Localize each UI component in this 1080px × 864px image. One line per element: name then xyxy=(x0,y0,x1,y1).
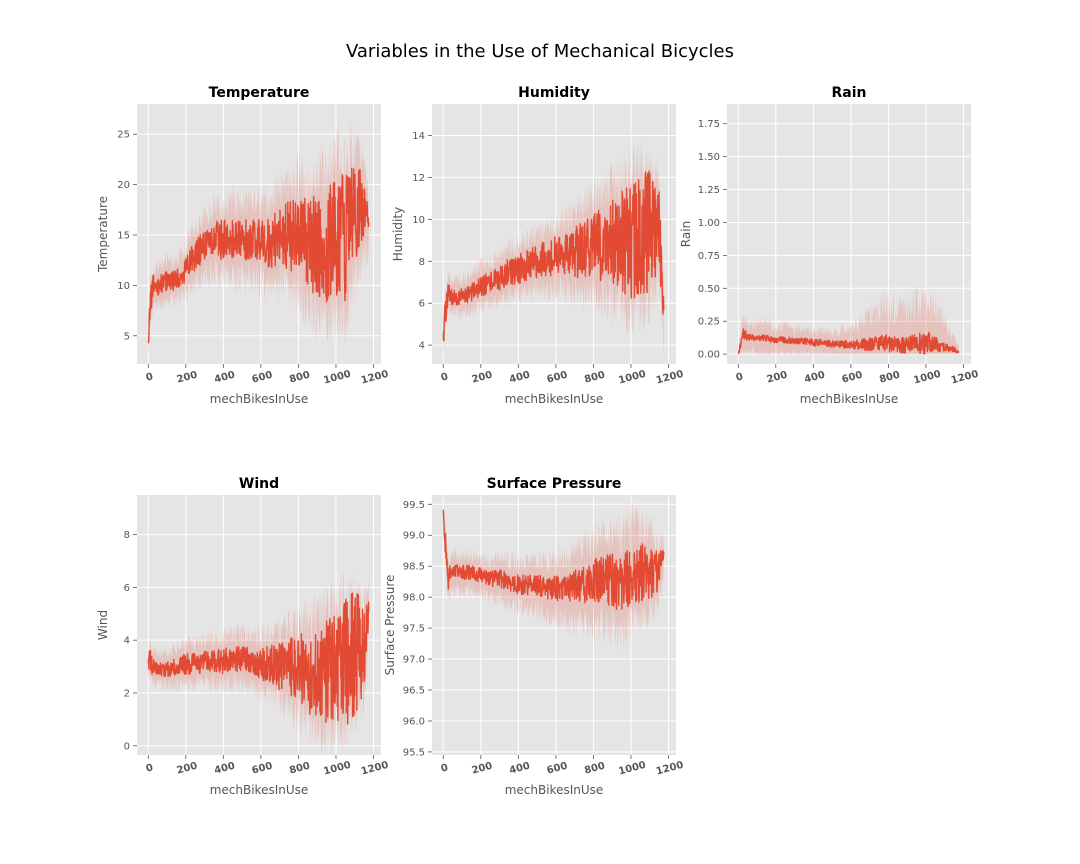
plot-area xyxy=(432,495,676,755)
subplot-title: Temperature xyxy=(209,85,310,101)
y-axis-label: Temperature xyxy=(96,196,110,273)
y-tick-label: 1.00 xyxy=(698,218,720,229)
subplot-title: Rain xyxy=(832,85,867,101)
y-axis-label: Wind xyxy=(96,610,110,640)
x-tick-label: 400 xyxy=(213,761,236,777)
x-tick-label: 400 xyxy=(213,370,236,386)
x-tick-label: 600 xyxy=(546,370,569,386)
x-tick-label: 200 xyxy=(471,370,494,386)
subplot-title: Wind xyxy=(239,476,279,492)
x-axis-label: mechBikesInUse xyxy=(800,392,899,406)
y-tick-label: 1.75 xyxy=(698,119,720,130)
series-line xyxy=(147,592,370,725)
y-tick-label: 4 xyxy=(124,636,130,647)
y-tick-label: 15 xyxy=(117,231,130,242)
x-tick-label: 800 xyxy=(288,370,311,386)
y-tick-label: 2 xyxy=(124,688,130,699)
y-tick-label: 98.5 xyxy=(403,562,425,573)
y-tick-label: 6 xyxy=(419,299,425,310)
y-tick-label: 0.00 xyxy=(698,350,720,361)
x-tick-label: 1200 xyxy=(360,760,390,778)
y-tick-label: 99.5 xyxy=(403,500,425,511)
subplot-temperature: 0 200 400 600 800 1000 1200 5 10 15 20 25 Temperatur… xyxy=(96,85,390,406)
confidence-band xyxy=(443,133,664,359)
x-tick-label: 200 xyxy=(766,370,789,386)
y-tick-label: 1.25 xyxy=(698,185,720,196)
x-tick-label: 1000 xyxy=(322,369,352,387)
y-axis-label: Surface Pressure xyxy=(383,575,397,676)
y-tick-label: 96.0 xyxy=(403,716,425,727)
x-tick-label: 400 xyxy=(508,761,531,777)
y-tick-label: 96.5 xyxy=(403,686,425,697)
y-tick-label: 12 xyxy=(412,173,425,184)
subplot-humidity: 0 200 400 600 800 1000 1200 4 6 8 10 12 14 Humidity me… xyxy=(391,85,685,406)
x-tick-label: 800 xyxy=(583,761,606,777)
y-tick-label: 14 xyxy=(412,131,425,142)
x-tick-label: 1200 xyxy=(655,760,685,778)
x-tick-label: 800 xyxy=(288,761,311,777)
x-tick-label: 1000 xyxy=(617,760,647,778)
x-tick-label: 0 xyxy=(440,762,450,774)
figure-suptitle: Variables in the Use of Mechanical Bicyc… xyxy=(346,41,734,62)
y-tick-label: 0.75 xyxy=(698,251,720,262)
x-tick-label: 0 xyxy=(440,371,450,383)
y-tick-label: 4 xyxy=(419,341,425,352)
y-axis-label: Rain xyxy=(679,221,693,247)
series-line xyxy=(442,509,665,610)
x-tick-label: 1200 xyxy=(655,369,685,387)
y-tick-label: 99.0 xyxy=(403,531,425,542)
y-axis-label: Humidity xyxy=(391,207,405,261)
x-tick-label: 1000 xyxy=(322,760,352,778)
subplot-wind: 0 200 400 600 800 1000 1200 0 2 4 6 8 Wind mechBikesI… xyxy=(96,476,390,797)
y-tick-label: 95.5 xyxy=(403,747,425,758)
subplot-title: Humidity xyxy=(518,85,590,101)
x-axis-label: mechBikesInUse xyxy=(505,392,604,406)
x-tick-label: 0 xyxy=(145,371,155,383)
x-tick-label: 600 xyxy=(251,761,274,777)
y-tick-label: 0.50 xyxy=(698,284,720,295)
confidence-band xyxy=(738,282,959,355)
x-axis-label: mechBikesInUse xyxy=(505,783,604,797)
series-line xyxy=(147,167,370,344)
y-tick-label: 97.5 xyxy=(403,624,425,635)
y-tick-label: 0 xyxy=(124,741,130,752)
x-tick-label: 1200 xyxy=(950,369,980,387)
x-tick-label: 1000 xyxy=(912,369,942,387)
x-axis-label: mechBikesInUse xyxy=(210,783,309,797)
y-tick-label: 6 xyxy=(124,583,130,594)
series-line xyxy=(442,170,665,342)
y-tick-label: 8 xyxy=(124,530,130,541)
subplot-rain: 0 200 400 600 800 1000 1200 0.00 0.25 0.50 0.75 1.0… xyxy=(679,85,980,406)
x-tick-label: 200 xyxy=(176,761,199,777)
x-tick-label: 600 xyxy=(251,370,274,386)
x-axis-label: mechBikesInUse xyxy=(210,392,309,406)
series-line xyxy=(737,328,960,355)
subplot-title: Surface Pressure xyxy=(487,476,622,492)
x-tick-label: 200 xyxy=(176,370,199,386)
plot-area xyxy=(727,104,971,364)
y-tick-label: 98.0 xyxy=(403,593,425,604)
x-tick-label: 1000 xyxy=(617,369,647,387)
x-tick-label: 600 xyxy=(841,370,864,386)
y-tick-label: 10 xyxy=(117,281,130,292)
y-tick-label: 5 xyxy=(124,331,130,342)
y-tick-label: 10 xyxy=(412,215,425,226)
y-tick-label: 20 xyxy=(117,180,130,191)
y-tick-label: 1.50 xyxy=(698,152,720,163)
subplot-surface-pressure: 0 200 400 600 800 1000 1200 95.5 96.0 96.5 97.0 97.… xyxy=(383,476,685,797)
x-tick-label: 0 xyxy=(735,371,745,383)
y-tick-label: 0.25 xyxy=(698,317,720,328)
x-tick-label: 600 xyxy=(546,761,569,777)
y-tick-label: 8 xyxy=(419,257,425,268)
x-tick-label: 200 xyxy=(471,761,494,777)
x-tick-label: 800 xyxy=(878,370,901,386)
y-tick-label: 25 xyxy=(117,130,130,141)
x-tick-label: 1200 xyxy=(360,369,390,387)
x-tick-label: 400 xyxy=(508,370,531,386)
x-tick-label: 0 xyxy=(145,762,155,774)
y-tick-label: 97.0 xyxy=(403,655,425,666)
x-tick-label: 800 xyxy=(583,370,606,386)
x-tick-label: 400 xyxy=(803,370,826,386)
